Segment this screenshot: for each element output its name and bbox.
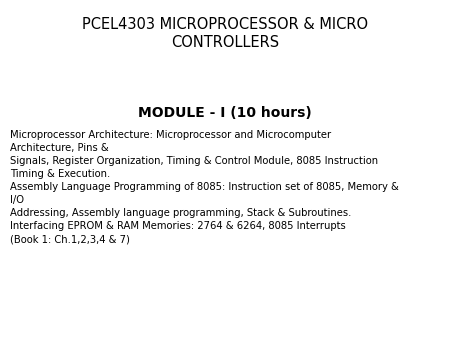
- Text: PCEL4303 MICROPROCESSOR & MICRO
CONTROLLERS: PCEL4303 MICROPROCESSOR & MICRO CONTROLL…: [82, 17, 368, 50]
- Text: MODULE - I (10 hours): MODULE - I (10 hours): [138, 106, 312, 120]
- Text: Microprocessor Architecture: Microprocessor and Microcomputer
Architecture, Pins: Microprocessor Architecture: Microproces…: [10, 130, 399, 244]
